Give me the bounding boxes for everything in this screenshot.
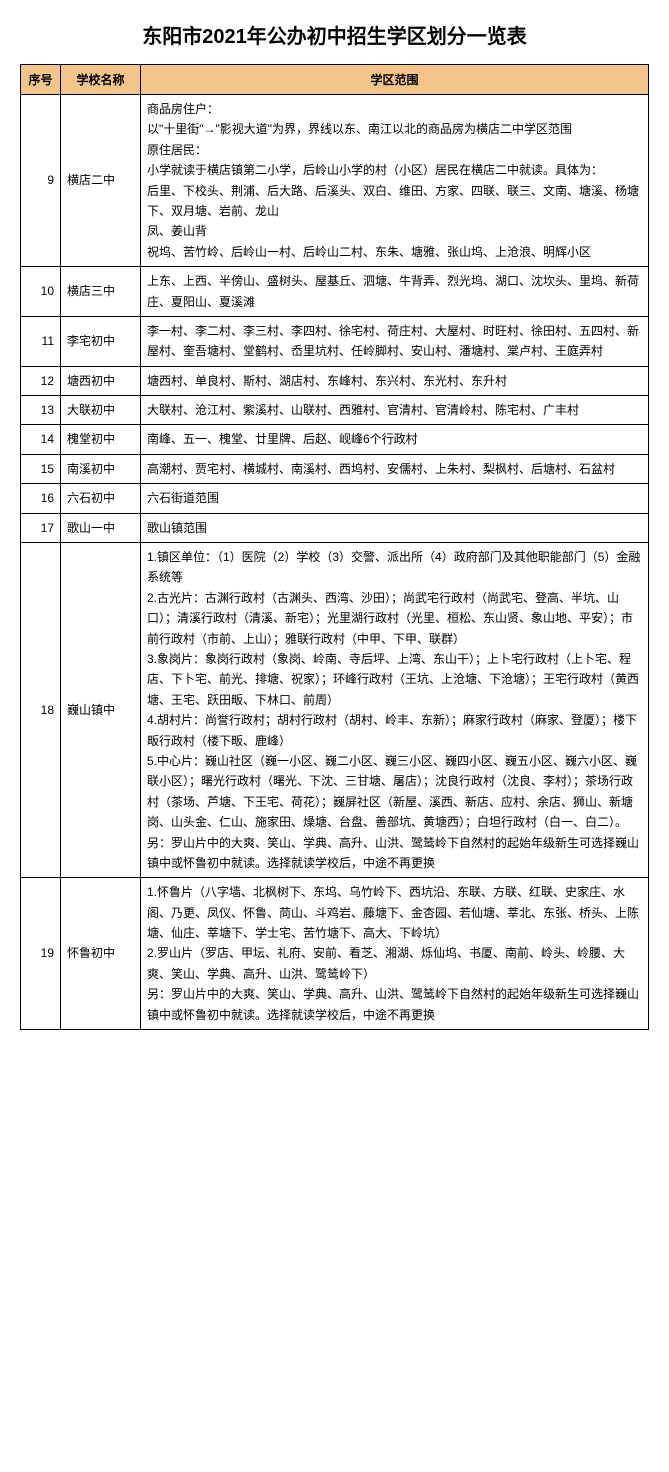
table-row: 10横店三中上东、上西、半傍山、盛树头、屋基丘、泗塘、牛背弄、烈光坞、湖口、沈坎… [21,267,649,317]
cell-seq: 15 [21,454,61,483]
header-range: 学区范围 [141,65,649,95]
cell-school: 歌山一中 [61,513,141,542]
cell-seq: 13 [21,396,61,425]
cell-school: 塘西初中 [61,366,141,395]
cell-school: 槐堂初中 [61,425,141,454]
cell-seq: 12 [21,366,61,395]
table-row: 9横店二中商品房住户：以"十里街"→"影视大道"为界，界线以东、南江以北的商品房… [21,95,649,267]
cell-range: 上东、上西、半傍山、盛树头、屋基丘、泗塘、牛背弄、烈光坞、湖口、沈坎头、里坞、新… [141,267,649,317]
table-row: 11李宅初中李一村、李二村、李三村、李四村、徐宅村、荷庄村、大屋村、时旺村、徐田… [21,316,649,366]
cell-school: 六石初中 [61,484,141,513]
cell-range: 塘西村、单良村、斯村、湖店村、东峰村、东兴村、东光村、东升村 [141,366,649,395]
table-row: 19怀鲁初中1.怀鲁片（八字墙、北枫树下、东坞、乌竹岭下、西坑沿、东联、方联、红… [21,878,649,1030]
table-row: 16六石初中六石街道范围 [21,484,649,513]
cell-school: 巍山镇中 [61,543,141,878]
cell-seq: 18 [21,543,61,878]
cell-range: 李一村、李二村、李三村、李四村、徐宅村、荷庄村、大屋村、时旺村、徐田村、五四村、… [141,316,649,366]
cell-seq: 14 [21,425,61,454]
cell-seq: 19 [21,878,61,1030]
table-row: 12塘西初中塘西村、单良村、斯村、湖店村、东峰村、东兴村、东光村、东升村 [21,366,649,395]
cell-range: 高潮村、贾宅村、横城村、南溪村、西坞村、安儒村、上朱村、梨枫村、后塘村、石盆村 [141,454,649,483]
table-row: 15南溪初中高潮村、贾宅村、横城村、南溪村、西坞村、安儒村、上朱村、梨枫村、后塘… [21,454,649,483]
cell-seq: 11 [21,316,61,366]
cell-school: 李宅初中 [61,316,141,366]
cell-range: 南峰、五一、槐堂、廿里牌、后赵、岘峰6个行政村 [141,425,649,454]
cell-range: 六石街道范围 [141,484,649,513]
table-header-row: 序号 学校名称 学区范围 [21,65,649,95]
page-title: 东阳市2021年公办初中招生学区划分一览表 [20,20,649,49]
cell-school: 横店三中 [61,267,141,317]
cell-seq: 10 [21,267,61,317]
cell-range: 1.镇区单位：（1）医院（2）学校（3）交警、派出所（4）政府部门及其他职能部门… [141,543,649,878]
table-row: 14槐堂初中南峰、五一、槐堂、廿里牌、后赵、岘峰6个行政村 [21,425,649,454]
cell-school: 南溪初中 [61,454,141,483]
table-row: 18巍山镇中1.镇区单位：（1）医院（2）学校（3）交警、派出所（4）政府部门及… [21,543,649,878]
cell-seq: 16 [21,484,61,513]
cell-range: 大联村、沧江村、紫溪村、山联村、西雅村、官清村、官清岭村、陈宅村、广丰村 [141,396,649,425]
district-table: 序号 学校名称 学区范围 9横店二中商品房住户：以"十里街"→"影视大道"为界，… [20,64,649,1030]
cell-school: 横店二中 [61,95,141,267]
cell-school: 怀鲁初中 [61,878,141,1030]
cell-range: 1.怀鲁片（八字墙、北枫树下、东坞、乌竹岭下、西坑沿、东联、方联、红联、史家庄、… [141,878,649,1030]
cell-seq: 17 [21,513,61,542]
cell-school: 大联初中 [61,396,141,425]
table-row: 17歌山一中歌山镇范围 [21,513,649,542]
cell-range: 商品房住户：以"十里街"→"影视大道"为界，界线以东、南江以北的商品房为横店二中… [141,95,649,267]
header-school: 学校名称 [61,65,141,95]
cell-seq: 9 [21,95,61,267]
header-seq: 序号 [21,65,61,95]
cell-range: 歌山镇范围 [141,513,649,542]
table-row: 13大联初中大联村、沧江村、紫溪村、山联村、西雅村、官清村、官清岭村、陈宅村、广… [21,396,649,425]
